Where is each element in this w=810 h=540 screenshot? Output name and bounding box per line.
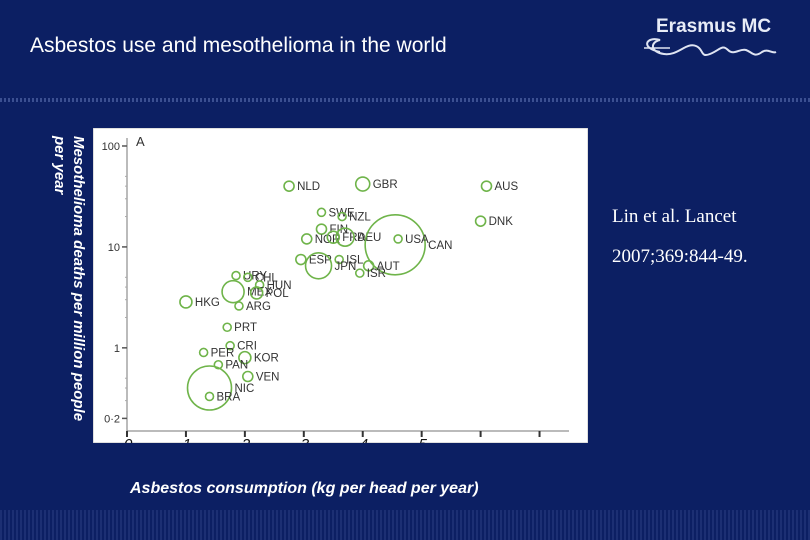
- data-point-cri: [225, 340, 235, 351]
- panel-label: A: [136, 134, 145, 149]
- data-point-bra: [204, 391, 215, 402]
- data-point-aut: [362, 260, 375, 272]
- plot-background: [93, 128, 588, 443]
- x-tick-label: 4: [360, 436, 368, 443]
- footer-band: [0, 510, 810, 540]
- data-point-isr: [354, 268, 365, 278]
- data-point-pan: [213, 359, 224, 370]
- data-point-nzl: [337, 211, 347, 222]
- slide-title: Asbestos use and mesothelioma in the wor…: [30, 34, 447, 57]
- point-label-hun: HUN: [267, 280, 292, 292]
- data-point-fra: [326, 230, 341, 244]
- point-label-kor: KOR: [254, 353, 279, 365]
- data-point-isl: [334, 254, 344, 265]
- point-label-ven: VEN: [256, 372, 280, 384]
- data-point-can: [364, 213, 426, 276]
- data-point-arg: [234, 301, 244, 311]
- data-point-dnk: [474, 215, 487, 227]
- data-point-hkg: [179, 295, 193, 309]
- y-tick-label: 10: [108, 242, 120, 254]
- y-axis-title-line2: per year: [51, 136, 68, 195]
- data-point-aus: [480, 180, 493, 192]
- point-label-isl: ISL: [346, 255, 364, 267]
- data-point-ven: [242, 370, 254, 383]
- reference-line-1: Lin et al. Lancet: [612, 206, 737, 227]
- point-label-dnk: DNK: [489, 216, 514, 228]
- erasmus-signature-icon: [644, 38, 777, 56]
- header-divider: [0, 98, 810, 102]
- data-point-nld: [283, 180, 295, 192]
- point-label-prt: PRT: [234, 322, 257, 334]
- data-point-per: [198, 347, 209, 358]
- data-point-nor: [300, 233, 313, 245]
- y-tick-label: 0·2: [104, 413, 120, 425]
- x-tick-label: 1: [183, 436, 191, 443]
- y-axis-title: Mesothelioma deaths per million people p…: [48, 136, 88, 466]
- point-label-hkg: HKG: [195, 297, 220, 309]
- data-point-usa: [393, 234, 403, 244]
- y-axis-title-line1: Mesothelioma deaths per million people: [70, 136, 87, 422]
- point-label-mex: MEX: [247, 287, 272, 299]
- logo-name: Erasmus MC: [656, 16, 772, 37]
- y-tick-label: 100: [102, 141, 120, 153]
- data-point-jpn: [304, 252, 333, 280]
- erasmus-mc-logo: Erasmus MC: [630, 12, 790, 72]
- point-label-esp: ESP: [309, 255, 332, 267]
- point-label-per: PER: [211, 347, 235, 359]
- point-label-arg: ARG: [246, 301, 271, 313]
- point-label-pan: PAN: [225, 360, 248, 372]
- point-label-usa: USA: [405, 234, 429, 246]
- point-label-can: CAN: [428, 240, 452, 252]
- point-label-nic: NIC: [235, 383, 255, 395]
- data-point-gbr: [354, 176, 371, 192]
- data-point-prt: [222, 322, 232, 333]
- point-label-nzl: NZL: [349, 212, 371, 224]
- data-point-mex: [221, 279, 245, 304]
- data-point-hun: [254, 280, 265, 290]
- point-label-nld: NLD: [297, 181, 320, 193]
- x-axis-title: Asbestos consumption (kg per head per ye…: [130, 480, 479, 497]
- data-point-deu: [335, 227, 355, 247]
- x-tick-label: 5: [419, 436, 428, 443]
- point-label-jpn: JPN: [335, 261, 357, 273]
- point-label-cri: CRI: [237, 341, 257, 353]
- point-label-swe: SWE: [328, 207, 355, 219]
- point-label-gbr: GBR: [373, 179, 398, 191]
- data-point-fin: [315, 223, 328, 235]
- point-label-bra: BRA: [217, 391, 241, 403]
- x-tick-label: 3: [301, 436, 310, 443]
- data-point-nic: [186, 365, 233, 411]
- scatter-chart: 0·2110100012345A NLDGBRAUSSWENZLFINDNKNO…: [93, 128, 588, 443]
- data-point-swe: [316, 207, 327, 218]
- point-label-aus: AUS: [494, 181, 518, 193]
- data-point-esp: [295, 253, 307, 266]
- data-point-pol: [249, 286, 264, 300]
- data-point-kor: [238, 350, 252, 365]
- data-point-ury: [231, 270, 241, 281]
- y-tick-label: 1: [114, 343, 120, 355]
- point-label-aut: AUT: [377, 261, 400, 273]
- reference-line-2: 2007;369:844-49.: [612, 246, 748, 267]
- x-tick-label: 2: [241, 436, 251, 443]
- point-label-pol: POL: [266, 288, 290, 300]
- point-label-deu: DEU: [357, 232, 381, 244]
- x-tick-label: 0: [124, 436, 133, 443]
- point-label-isr: ISR: [367, 268, 386, 280]
- data-point-chl: [243, 272, 253, 283]
